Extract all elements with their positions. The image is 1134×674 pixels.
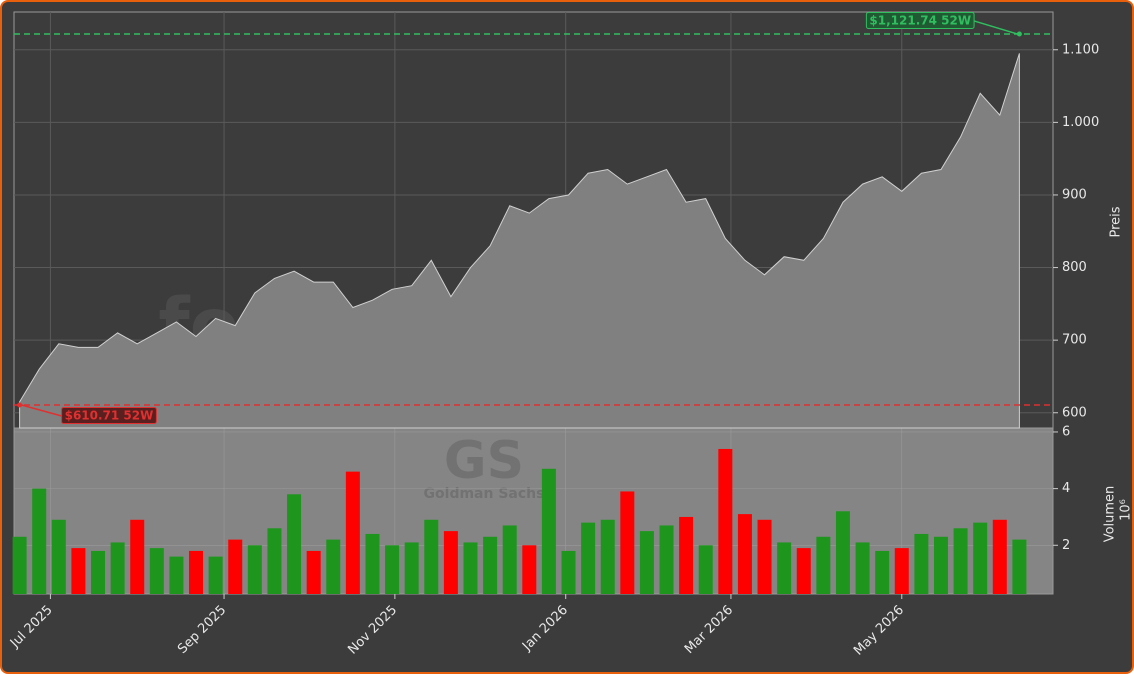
volume-bar [149, 548, 164, 594]
volume-bar [71, 548, 86, 594]
volume-bar [502, 525, 517, 594]
y-tick-label: 1.000 [1062, 115, 1099, 130]
y-axis-label: Volumen [1103, 486, 1118, 543]
annotation-label: $610.71 52W [65, 408, 154, 422]
x-tick-label: Jul 2025 [7, 603, 56, 652]
volume-bar [541, 468, 556, 594]
volume-bar [130, 519, 145, 594]
x-tick-label: Jan 2026 [519, 603, 571, 655]
volume-bar [463, 542, 478, 594]
x-tick-label: Nov 2025 [345, 603, 400, 658]
volume-bar [620, 491, 635, 594]
volume-bar [953, 528, 968, 594]
volume-bar [894, 548, 909, 594]
volume-bar [326, 539, 341, 594]
volume-bar [12, 536, 27, 594]
volume-bar [169, 556, 184, 594]
annotation-marker [1016, 31, 1022, 37]
volume-bar [855, 542, 870, 594]
volume-bar [737, 514, 752, 594]
volume-bar [1012, 539, 1027, 594]
volume-bar [659, 525, 674, 594]
volume-bar [679, 516, 694, 594]
volume-bar [424, 519, 439, 594]
volume-bar [600, 519, 615, 594]
y-axis-label: Preis [1109, 206, 1124, 237]
x-tick-label: Mar 2026 [682, 603, 736, 657]
volume-bar [757, 519, 772, 594]
volume-bar [561, 550, 576, 594]
volume-bar [777, 542, 792, 594]
volume-bar [796, 548, 811, 594]
annotation-marker [17, 402, 23, 408]
volume-bar [287, 494, 302, 594]
volume-bar [345, 471, 360, 594]
volume-bar [32, 488, 47, 594]
volume-bar [306, 550, 321, 594]
volume-bar [483, 536, 498, 594]
volume-bar [51, 519, 66, 594]
y-tick-label: 600 [1062, 405, 1087, 420]
volume-bar [365, 533, 380, 594]
y-tick-label: 6 [1062, 424, 1070, 439]
volume-bar [914, 533, 929, 594]
volume-bar [816, 536, 831, 594]
annotation: $610.71 52W [61, 406, 157, 424]
annotation-box [865, 11, 975, 29]
annotation-label: $1,121.74 52W [869, 13, 971, 27]
volume-bar [91, 550, 106, 594]
volume-bar [698, 545, 713, 594]
y-tick-label: 4 [1062, 481, 1070, 496]
watermark-name: Goldman Sachs [424, 486, 545, 502]
annotation-arrow [21, 404, 62, 417]
volume-bar [875, 550, 890, 594]
y-tick-label: 800 [1062, 260, 1087, 275]
volume-bar [835, 511, 850, 594]
x-tick-label: Sep 2025 [175, 603, 229, 657]
volume-bar [639, 531, 654, 594]
volume-bar [189, 550, 204, 594]
price-area [19, 53, 1020, 429]
volume-bar [110, 542, 125, 594]
annotation: $1,121.74 52W [865, 11, 975, 29]
y-tick-label: 1.100 [1062, 42, 1099, 57]
volume-bar [208, 556, 223, 594]
y-tick-label: 2 [1062, 538, 1070, 553]
y-axis-scale: 10⁶ [1119, 499, 1133, 521]
volume-bar [933, 536, 948, 594]
volume-bar [443, 531, 458, 594]
volume-bar [228, 539, 243, 594]
volume-bar [247, 545, 262, 594]
volume-bar [973, 522, 988, 594]
y-tick-label: 900 [1062, 187, 1087, 202]
volume-bar [385, 545, 400, 594]
x-tick-label: May 2026 [851, 603, 907, 659]
volume-bar [522, 545, 537, 594]
volume-bar [581, 522, 596, 594]
annotation-arrow [973, 20, 1018, 35]
y-tick-label: 700 [1062, 333, 1087, 348]
volume-bar [718, 448, 733, 594]
watermark-symbol: GS [444, 431, 524, 491]
volume-bar [267, 528, 282, 594]
volume-bar [992, 519, 1007, 594]
volume-bar [404, 542, 419, 594]
